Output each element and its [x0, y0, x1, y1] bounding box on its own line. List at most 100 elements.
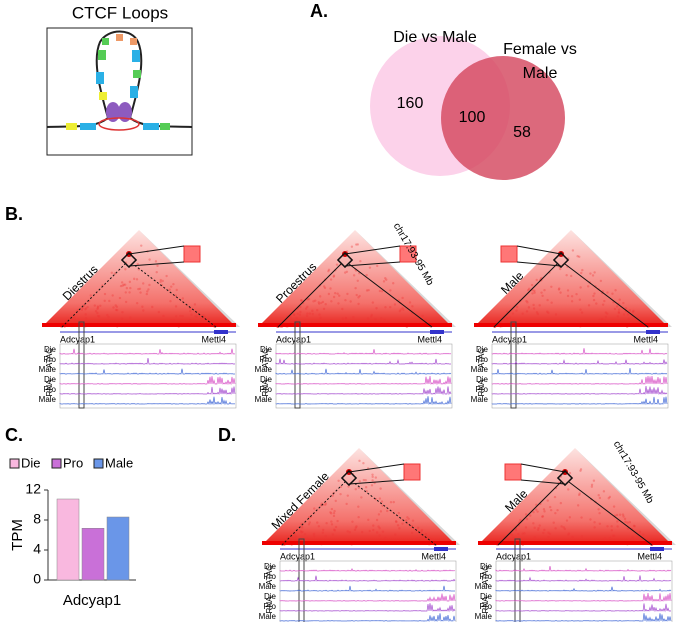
hic-speckle	[349, 300, 352, 303]
hic-speckle	[615, 305, 619, 308]
inset-line	[348, 479, 405, 485]
hic-speckle	[524, 526, 528, 529]
hic-speckle	[346, 494, 349, 497]
hic-speckle	[334, 499, 337, 503]
hic-speckle	[128, 280, 132, 284]
hic-speckle	[624, 520, 627, 524]
hic-speckle	[331, 494, 334, 497]
hic-speckle	[593, 292, 596, 295]
hic-speckle	[542, 531, 545, 535]
hic-speckle	[392, 282, 395, 285]
hic-speckle	[581, 268, 584, 272]
hic-speckle	[611, 319, 615, 322]
hic-speckle	[120, 317, 124, 320]
track-label: Pro	[264, 572, 277, 581]
hic-speckle	[616, 315, 620, 318]
hic-speckle	[613, 307, 617, 311]
hic-speckle	[592, 479, 596, 482]
track-label: Die	[260, 375, 273, 384]
hic-speckle	[81, 306, 84, 310]
loop-line	[497, 481, 562, 546]
hic-speckle	[511, 319, 514, 323]
hic-speckle	[366, 317, 370, 320]
hic-speckle	[568, 471, 572, 475]
hic-speckle	[312, 532, 316, 536]
hic-speckle	[396, 524, 400, 527]
loop-line	[281, 481, 346, 546]
inset-line	[344, 261, 401, 267]
hic-speckle	[200, 316, 204, 320]
hic-speckle	[401, 306, 404, 310]
cartoon-title: CTCF Loops	[72, 3, 168, 22]
signal-track	[275, 396, 452, 406]
hic-speckle	[566, 294, 570, 298]
hic-speckle	[384, 306, 387, 309]
hic-speckle	[535, 278, 538, 282]
hic-speckle	[180, 319, 183, 323]
inset-line	[520, 479, 566, 485]
hic-speckle	[631, 310, 635, 314]
hic-speckle	[531, 292, 534, 295]
hic-speckle	[299, 310, 302, 314]
hic-speckle	[558, 267, 562, 271]
track-label: Die	[264, 592, 277, 601]
hic-speckle	[541, 515, 545, 518]
hic-speckle	[352, 274, 356, 277]
hic-speckle	[319, 316, 322, 319]
y-tick-label: 4	[33, 541, 41, 557]
hic-speckle	[533, 536, 537, 539]
hic-speckle	[556, 508, 559, 512]
signal-track	[59, 386, 236, 395]
hic-speckle	[360, 496, 363, 499]
gene	[646, 330, 660, 334]
hic-speckle	[420, 530, 423, 533]
hic-speckle	[313, 507, 316, 510]
hic-speckle	[84, 307, 88, 310]
hic-speckle	[181, 314, 184, 318]
hic-speckle	[84, 308, 87, 311]
hic-speckle	[80, 308, 84, 312]
hic-speckle	[129, 316, 132, 319]
hic-speckle	[548, 505, 552, 509]
hic-speckle	[305, 314, 309, 318]
track-label: Die	[44, 375, 57, 384]
hic-speckle	[293, 533, 296, 536]
hic-speckle	[96, 306, 100, 309]
hic-speckle	[392, 500, 395, 504]
hic-speckle	[371, 301, 375, 304]
track-label: Male	[255, 365, 273, 374]
hic-speckle	[358, 459, 361, 463]
hic-speckle	[98, 315, 101, 318]
hic-speckle	[579, 308, 582, 311]
hic-speckle	[299, 305, 302, 309]
hic-speckle	[314, 299, 317, 302]
hic-speckle	[333, 509, 336, 513]
hic-speckle	[354, 526, 358, 529]
hic-speckle	[329, 278, 333, 281]
signal-track	[495, 593, 672, 602]
hic-speckle	[606, 312, 609, 315]
hic-speckle	[577, 493, 581, 497]
track-label: Pro	[260, 385, 273, 394]
signal-track	[491, 376, 668, 385]
hic-speckle	[115, 308, 119, 312]
track-label: Pro	[260, 355, 273, 364]
track-group: ATAC	[477, 348, 486, 368]
hic-speckle	[430, 538, 433, 541]
hic-speckle	[325, 522, 328, 525]
inset-line	[516, 261, 562, 267]
hic-speckle	[99, 304, 102, 307]
hic-speckle	[388, 320, 392, 323]
hic-speckle	[195, 315, 198, 319]
hic-speckle	[622, 515, 625, 518]
panel-label: B.	[5, 204, 23, 224]
hic-speckle	[580, 271, 583, 275]
signal-track	[491, 396, 668, 406]
hic-speckle	[375, 518, 379, 522]
track-label: Male	[471, 395, 489, 404]
hic-speckle	[525, 517, 529, 521]
hic-speckle	[611, 534, 615, 538]
hic-speckle	[511, 312, 515, 315]
hic-speckle	[601, 303, 605, 306]
hic-speckle	[155, 270, 158, 274]
